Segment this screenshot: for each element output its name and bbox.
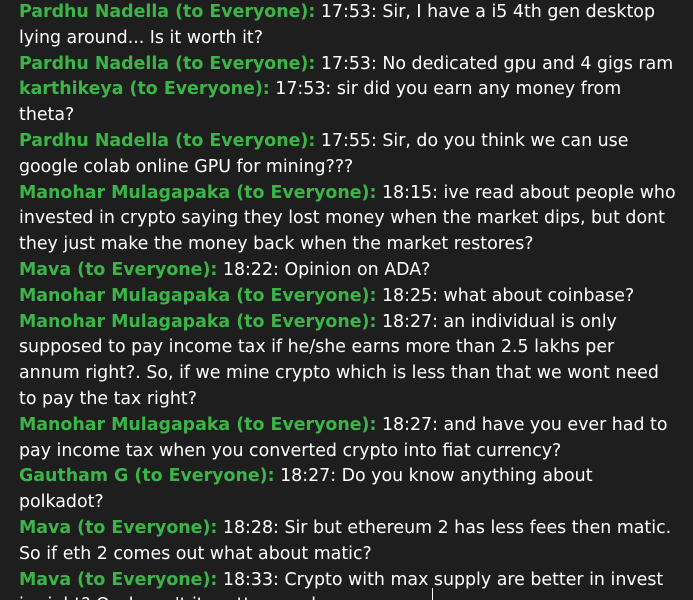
message-timestamp: 18:27: (280, 466, 337, 487)
message-sender: Mava (to Everyone): (19, 259, 218, 280)
message-text: sir did you earn any money from theta? (19, 79, 622, 126)
message-text: and have you ever had to pay income tax … (19, 414, 668, 461)
message-text: an individual is only supposed to pay in… (19, 311, 659, 409)
chat-message: Manohar Mulagapaka (to Everyone): 18:25:… (19, 284, 679, 310)
message-timestamp: 17:53: (320, 53, 377, 74)
message-text: Opinion on ADA? (284, 259, 431, 280)
message-sender: Manohar Mulagapaka (to Everyone): (19, 414, 377, 435)
chat-message: Pardhu Nadella (to Everyone): 17:55: Sir… (19, 129, 679, 181)
message-timestamp: 18:25: (381, 285, 438, 306)
message-sender: Manohar Mulagapaka (to Everyone): (19, 311, 377, 332)
message-text: No dedicated gpu and 4 gigs ram (382, 53, 674, 74)
message-timestamp: 17:53: (320, 2, 377, 22)
message-timestamp: 17:53: (275, 79, 332, 100)
message-sender: Mava (to Everyone): (19, 517, 218, 538)
message-timestamp: 18:28: (222, 517, 279, 538)
chat-message: Gautham G (to Everyone): 18:27: Do you k… (19, 464, 679, 516)
message-sender: Gautham G (to Everyone): (19, 466, 275, 487)
chat-message: Mava (to Everyone): 18:28: Sir but ether… (19, 516, 679, 568)
text-cursor (432, 588, 433, 600)
message-sender: Manohar Mulagapaka (to Everyone): (19, 182, 377, 203)
chat-message: Manohar Mulagapaka (to Everyone): 18:27:… (19, 413, 679, 465)
message-text: what about coinbase? (443, 285, 635, 306)
message-sender: Pardhu Nadella (to Everyone): (19, 53, 316, 74)
message-timestamp: 18:27: (381, 414, 438, 435)
message-text: Sir, do you think we can use google cola… (19, 130, 629, 177)
message-sender: karthikeya (to Everyone): (19, 79, 270, 100)
message-text: Do you know anything about polkadot? (19, 466, 593, 513)
message-text: ive read about people who invested in cr… (19, 182, 676, 255)
chat-message: Pardhu Nadella (to Everyone): 17:53: Sir… (19, 0, 679, 52)
message-timestamp: 18:22: (222, 259, 279, 280)
message-sender: Pardhu Nadella (to Everyone): (19, 130, 316, 151)
message-timestamp: 18:15: (381, 182, 438, 203)
message-timestamp: 17:55: (320, 130, 377, 151)
message-timestamp: 18:33: (222, 569, 279, 590)
message-sender: Pardhu Nadella (to Everyone): (19, 2, 316, 22)
chat-message: Pardhu Nadella (to Everyone): 17:53: No … (19, 52, 679, 78)
message-sender: Mava (to Everyone): (19, 569, 218, 590)
message-text: Sir but ethereum 2 has less fees then ma… (19, 517, 672, 564)
chat-message: Mava (to Everyone): 18:22: Opinion on AD… (19, 258, 679, 284)
chat-message: karthikeya (to Everyone): 17:53: sir did… (19, 77, 679, 129)
chat-message: Mava (to Everyone): 18:33: Crypto with m… (19, 568, 679, 600)
message-text: Sir, I have a i5 4th gen desktop lying a… (19, 2, 655, 48)
message-text: Crypto with max supply are better in inv… (19, 569, 664, 600)
message-sender: Manohar Mulagapaka (to Everyone): (19, 285, 377, 306)
chat-message: Manohar Mulagapaka (to Everyone): 18:27:… (19, 310, 679, 413)
message-timestamp: 18:27: (381, 311, 438, 332)
chat-message: Manohar Mulagapaka (to Everyone): 18:15:… (19, 181, 679, 258)
